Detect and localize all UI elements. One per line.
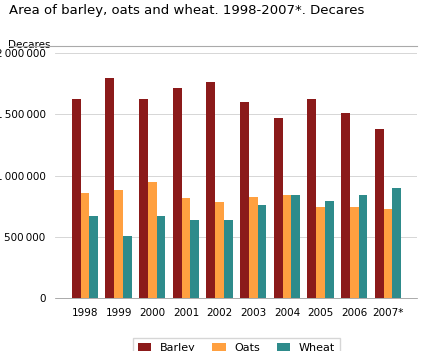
Bar (341, 113, 350, 298)
Bar (106, 79, 114, 298)
Bar (316, 207, 325, 298)
Bar (207, 82, 215, 298)
Legend: Barley, Oats, Wheat: Barley, Oats, Wheat (133, 338, 340, 351)
Bar (89, 216, 98, 298)
Bar (291, 195, 300, 298)
Bar (157, 216, 165, 298)
Bar (240, 102, 249, 298)
Bar (325, 201, 334, 298)
Bar (181, 198, 190, 298)
Bar (190, 220, 199, 298)
Bar (173, 88, 181, 298)
Bar (274, 118, 282, 298)
Bar (308, 99, 316, 298)
Bar (359, 194, 367, 298)
Bar (148, 182, 157, 298)
Bar (249, 197, 258, 298)
Bar (123, 236, 132, 298)
Bar (383, 208, 392, 298)
Bar (72, 99, 81, 298)
Bar (350, 207, 359, 298)
Bar (392, 188, 401, 298)
Bar (114, 190, 123, 298)
Bar (282, 195, 291, 298)
Text: Decares: Decares (8, 40, 51, 50)
Bar (139, 99, 148, 298)
Text: Area of barley, oats and wheat. 1998-2007*. Decares: Area of barley, oats and wheat. 1998-200… (9, 4, 364, 16)
Bar (215, 202, 224, 298)
Bar (224, 220, 233, 298)
Bar (258, 205, 266, 298)
Bar (81, 193, 89, 298)
Bar (375, 129, 383, 298)
